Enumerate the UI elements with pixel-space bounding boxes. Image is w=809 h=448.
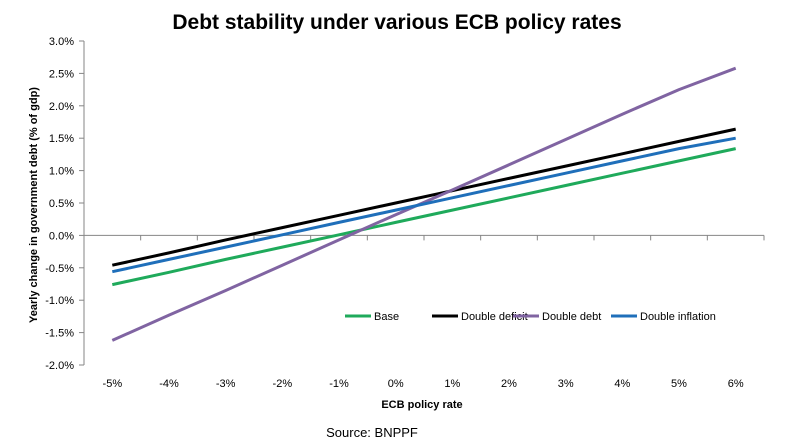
legend: Base Double deficit Double debt Double infl… [345,311,716,323]
y-tick-label: 1.0% [49,166,74,178]
series-layer [111,66,737,342]
series-line-base [111,147,737,287]
axes: 3.0% 2.5% 2.0% 1.5% 1.0% 0.5% 0.0% -0.5% -1.0% -1… [45,36,765,390]
x-tick-label: -2% [273,378,293,390]
x-tick-label: 4% [614,378,630,390]
x-tick-label: 5% [671,378,687,390]
y-tick-label: 3.0% [49,36,74,48]
source-note: Source: BNPPF [326,425,418,440]
x-tick-label: -4% [159,378,179,390]
legend-label-double-deficit: Double deficit [461,311,528,323]
y-tick-label: -0.5% [45,263,74,275]
x-tick-label: 6% [728,378,744,390]
series-line-double-inflation [111,136,736,274]
x-tick-label: -3% [216,378,236,390]
y-tick-label: -2.0% [45,360,74,372]
y-tick-label: 1.5% [49,133,74,145]
x-tick-label: -5% [103,378,123,390]
x-tick-label: 2% [501,378,517,390]
series-line-double-deficit [111,127,737,267]
y-tick-label: -1.0% [45,295,74,307]
x-tick-label: -1% [329,378,349,390]
x-tick-label: 0% [388,378,404,390]
legend-label-double-inflation: Double inflation [640,311,716,323]
legend-label-double-debt: Double debt [542,311,601,323]
x-tick-label: 3% [558,378,574,390]
series-line-double-debt [111,66,737,342]
y-tick-label: 0.5% [49,198,74,210]
y-tick-label: -1.5% [45,328,74,340]
y-tick-label: 2.0% [49,101,74,113]
x-tick-label: 1% [444,378,460,390]
y-tick-label: 0.0% [49,230,74,242]
legend-label-base: Base [374,311,399,323]
x-axis-label: ECB policy rate [381,399,462,411]
y-tick-label: 2.5% [49,68,74,80]
y-axis-label: Yearly change in government debt (% of g… [28,87,40,323]
chart-title: Debt stability under various ECB policy … [172,11,621,34]
